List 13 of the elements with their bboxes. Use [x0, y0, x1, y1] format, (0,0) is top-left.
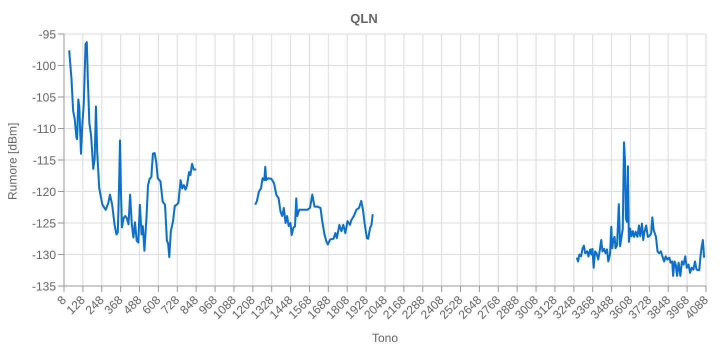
y-tick-label: -110 [32, 122, 56, 136]
y-tick-label: -100 [32, 58, 56, 73]
y-tick-label: -95 [38, 27, 56, 42]
x-tick-label: 8 [54, 292, 70, 308]
y-tick-label: -135 [32, 279, 56, 294]
chart-title: QLN [350, 11, 378, 26]
y-tick-label: -105 [32, 90, 56, 104]
y-tick-label: -125 [32, 216, 56, 230]
x-axis-title: Tono [372, 331, 398, 345]
y-tick-label: -115 [32, 153, 56, 168]
y-tick-label: -120 [32, 184, 56, 199]
y-axis-title: Rumore [dBm] [5, 122, 20, 200]
y-tick-label: -130 [32, 248, 56, 262]
